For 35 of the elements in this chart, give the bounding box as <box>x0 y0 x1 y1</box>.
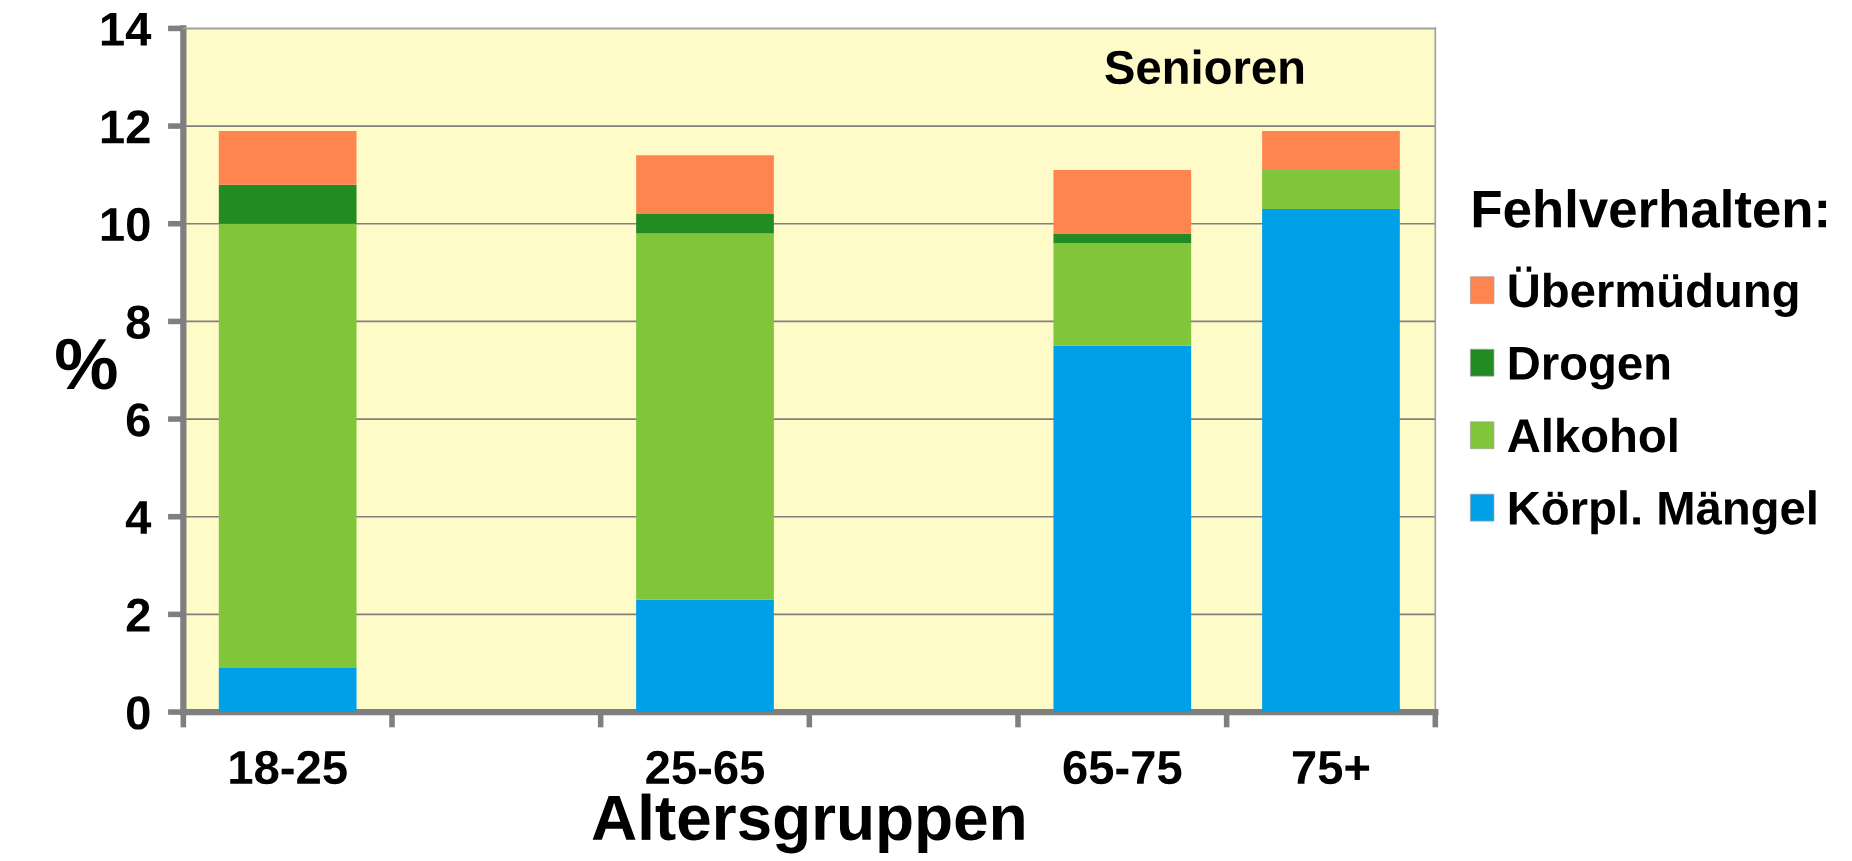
y-tick-label: 6 <box>126 403 150 437</box>
legend-label: Alkohol <box>1507 417 1677 453</box>
annotation: Senioren <box>1105 49 1304 85</box>
y-axis-title: % <box>56 338 117 390</box>
x-axis-title: Altersgruppen <box>592 793 1024 854</box>
bar <box>636 233 774 600</box>
bar <box>636 155 774 214</box>
bar <box>1053 345 1192 713</box>
x-tick-label: 75+ <box>1292 751 1370 785</box>
y-tick-label: 10 <box>101 207 150 242</box>
legend-label: Körpl. Mängel <box>1509 490 1816 535</box>
y-tick-label: 4 <box>125 501 152 534</box>
bar <box>636 213 774 234</box>
bar <box>218 184 357 224</box>
x-tick-label: 18-25 <box>230 750 347 785</box>
y-tick-label: 0 <box>127 696 150 730</box>
bar <box>1262 170 1400 210</box>
y-tick-label: 2 <box>126 598 150 632</box>
bar <box>1262 209 1400 713</box>
legend-title: Fehlverhalten: <box>1473 189 1827 228</box>
bar <box>636 599 774 713</box>
legend-label: Übermüdung <box>1509 266 1798 317</box>
bar <box>218 130 357 185</box>
y-tick-label: 8 <box>126 305 150 339</box>
y-tick-label: 12 <box>101 110 150 144</box>
bar <box>1053 233 1192 244</box>
bar <box>1262 130 1400 171</box>
bar <box>218 223 357 669</box>
x-tick-label: 25-65 <box>646 750 765 785</box>
x-tick-label: 65-75 <box>1063 750 1182 785</box>
y-tick-label: 14 <box>101 13 152 46</box>
bar <box>1053 170 1192 234</box>
bar <box>1053 243 1192 346</box>
bar <box>218 668 357 713</box>
legend-label: Drogen <box>1509 347 1670 390</box>
